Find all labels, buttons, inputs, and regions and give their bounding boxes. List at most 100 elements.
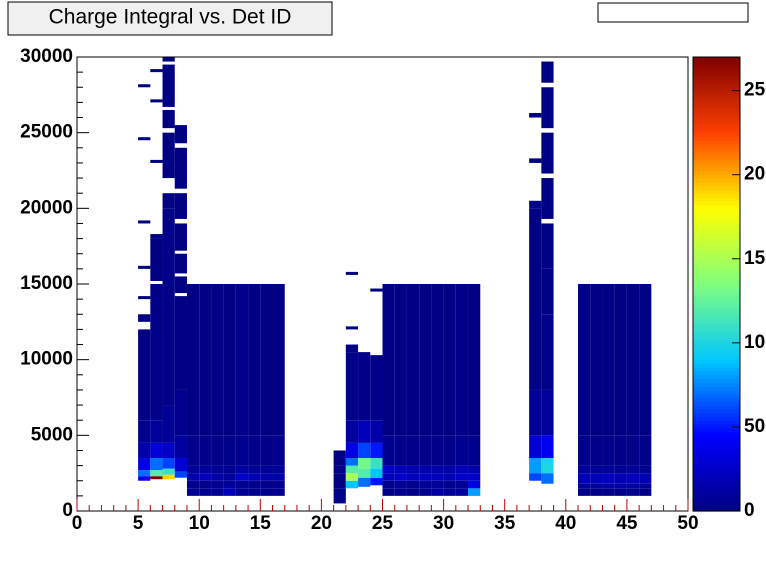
heatmap-cell xyxy=(406,488,420,496)
heatmap-cell xyxy=(260,488,273,496)
heatmap-cell xyxy=(431,473,444,481)
heatmap-cell xyxy=(162,208,175,406)
heatmap-cell xyxy=(590,488,603,496)
heatmap-cell xyxy=(272,435,285,466)
colorbar-swatch xyxy=(693,212,740,217)
colorbar-swatch xyxy=(693,306,740,312)
heatmap-cell xyxy=(345,480,359,489)
colorbar-swatch xyxy=(693,215,740,221)
colorbar-swatch xyxy=(693,113,740,119)
heatmap-cell xyxy=(260,480,273,489)
heatmap-cell xyxy=(455,473,469,481)
heatmap-cell xyxy=(358,442,371,459)
heatmap-cell xyxy=(602,488,615,496)
colorbar-swatch xyxy=(693,333,740,338)
heatmap-cell xyxy=(406,435,420,466)
heatmap-cell xyxy=(602,284,615,436)
heatmap-cell xyxy=(248,284,261,436)
colorbar-swatch xyxy=(693,382,740,387)
colorbar-swatch xyxy=(693,231,740,236)
heatmap-cell xyxy=(529,458,542,474)
heatmap-cell xyxy=(174,253,187,274)
colorbar-swatch xyxy=(693,242,740,247)
heatmap-cell xyxy=(614,435,627,466)
colorbar-swatch xyxy=(693,291,740,296)
x-tick-label: 10 xyxy=(189,513,210,534)
colorbar-swatch xyxy=(693,344,740,349)
colorbar-swatch xyxy=(693,57,740,62)
heatmap-cell xyxy=(333,458,346,466)
y-tick-label: 0 xyxy=(62,500,73,521)
heatmap-cell xyxy=(162,57,175,62)
colorbar-swatch xyxy=(693,450,740,455)
colorbar-swatch xyxy=(693,208,740,213)
heatmap-cell xyxy=(602,435,615,466)
colorbar-swatch xyxy=(693,484,740,489)
colorbar-swatch xyxy=(693,427,740,433)
heatmap-cell xyxy=(590,483,603,489)
colorbar-swatch xyxy=(693,132,740,138)
heatmap-cell xyxy=(211,465,224,474)
heatmap-cell xyxy=(333,488,346,504)
heatmap-cell xyxy=(162,458,175,469)
heatmap-cell xyxy=(370,442,383,459)
heatmap-cell xyxy=(138,420,151,443)
heatmap-cell xyxy=(358,468,371,478)
heatmap-cell xyxy=(150,284,163,421)
heatmap-cell xyxy=(174,296,187,390)
heatmap-cell xyxy=(614,465,627,474)
colorbar-swatch xyxy=(693,371,740,376)
heatmap-cell xyxy=(541,223,554,269)
heatmap-cell xyxy=(431,488,444,496)
x-tick-label: 40 xyxy=(555,513,576,534)
colorbar-swatch xyxy=(693,189,740,194)
title-box xyxy=(7,1,333,36)
colorbar-swatch xyxy=(693,359,740,365)
heatmap-cell xyxy=(333,450,346,459)
heatmap-cell xyxy=(431,284,444,436)
heatmap-cell xyxy=(138,470,151,477)
heatmap-cell xyxy=(370,458,383,469)
heatmap-cell xyxy=(358,420,371,443)
heatmap-cell xyxy=(223,480,236,489)
heatmap-cell xyxy=(431,480,444,489)
colorbar-swatch xyxy=(693,336,740,342)
heatmap-cell xyxy=(199,284,212,436)
heatmap-cell xyxy=(529,200,542,209)
z-tick-label: 0 xyxy=(744,500,755,521)
heatmap-cell xyxy=(455,465,469,474)
heatmap-cell xyxy=(431,465,444,474)
heatmap-cell xyxy=(406,284,420,436)
x-tick-label: 0 xyxy=(72,513,83,534)
heatmap-cell xyxy=(639,473,652,484)
colorbar-swatch xyxy=(693,72,740,77)
colorbar-swatch xyxy=(693,423,740,429)
heatmap-cell xyxy=(150,69,163,73)
heatmap-cell xyxy=(223,465,236,474)
heatmap-cell xyxy=(639,465,652,474)
heatmap-cell xyxy=(419,488,432,496)
heatmap-cell xyxy=(443,473,456,481)
colorbar-swatch xyxy=(693,408,740,414)
heatmap-cell xyxy=(260,284,273,436)
heatmap-cell xyxy=(150,458,163,471)
colorbar-swatch xyxy=(693,238,740,243)
heatmap-cell xyxy=(345,352,359,421)
heatmap-cell xyxy=(199,465,212,474)
heatmap-cell xyxy=(138,329,151,421)
heatmap-cell xyxy=(248,488,261,496)
heatmap-cell xyxy=(382,480,395,489)
heatmap-cell xyxy=(211,435,224,466)
heatmap-cell xyxy=(138,220,151,224)
colorbar-swatch xyxy=(693,125,740,130)
colorbar-swatch xyxy=(693,272,740,278)
heatmap-cell xyxy=(529,208,542,390)
colorbar-swatch xyxy=(693,454,740,459)
z-tick-label: 100 xyxy=(744,332,766,353)
heatmap-cell xyxy=(186,284,200,436)
colorbar-swatch xyxy=(693,151,740,156)
heatmap-cell xyxy=(248,473,261,481)
heatmap-cell xyxy=(578,483,591,489)
colorbar-swatch xyxy=(693,503,740,508)
colorbar-swatch xyxy=(693,310,740,315)
